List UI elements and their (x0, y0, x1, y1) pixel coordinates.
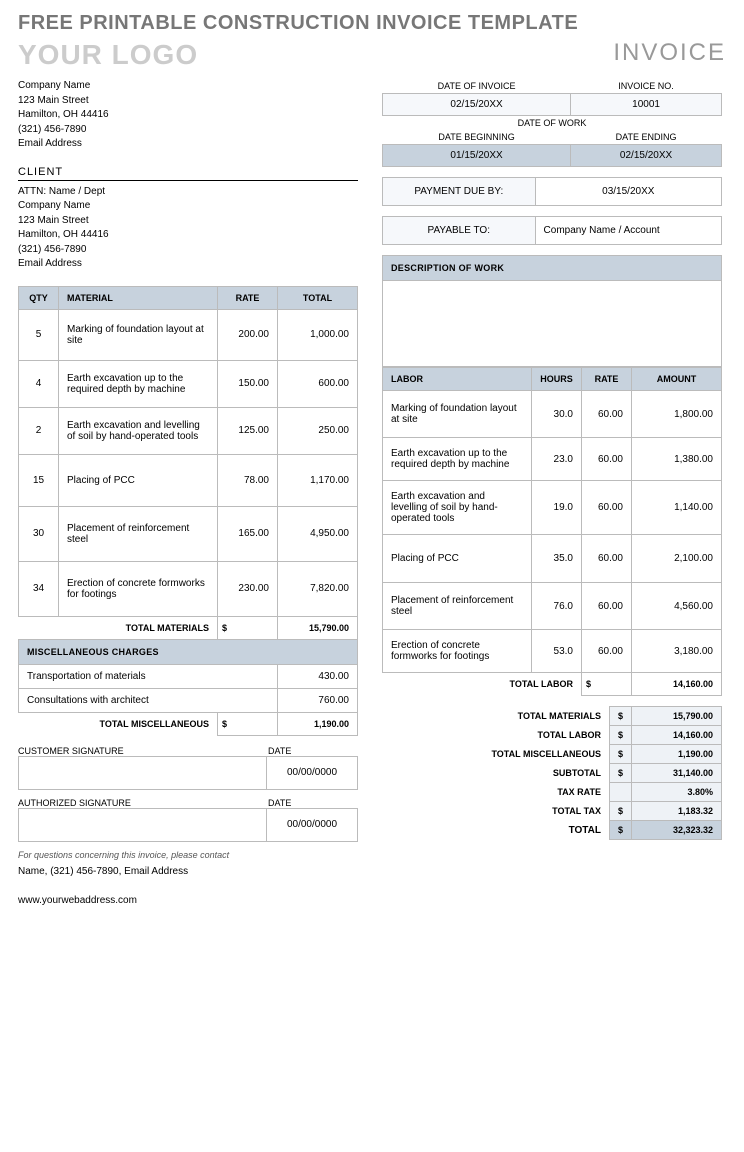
table-row: Marking of foundation layout at site30.0… (383, 391, 722, 438)
summary-row: TOTAL TAX$1,183.32 (382, 802, 722, 821)
date-beginning: 01/15/20XX (383, 145, 571, 167)
misc-header: MISCELLANEOUS CHARGES (19, 639, 358, 664)
authorized-date-field[interactable]: 00/00/0000 (267, 809, 357, 841)
table-row: 34Erection of concrete formworks for foo… (19, 561, 358, 616)
col-material: MATERIAL (59, 286, 218, 309)
authorized-sig-label: AUTHORIZED SIGNATURE (18, 798, 268, 808)
misc-total-row: TOTAL MISCELLANEOUS $ 1,190.00 (19, 712, 358, 735)
summary-total-row: TOTAL$32,323.32 (382, 821, 722, 840)
date-ending: 02/15/20XX (571, 145, 722, 167)
summary-row: TOTAL LABOR$14,160.00 (382, 726, 722, 745)
client-email: Email Address (18, 257, 358, 272)
invoice-info-table: DATE OF INVOICEINVOICE NO. 02/15/20XX100… (382, 79, 722, 167)
company-phone: (321) 456-7890 (18, 123, 358, 138)
client-block: ATTN: Name / Dept Company Name 123 Main … (18, 185, 358, 272)
company-citystate: Hamilton, OH 44416 (18, 108, 358, 123)
authorized-signature-block: AUTHORIZED SIGNATURE DATE 00/00/0000 (18, 798, 358, 842)
payment-due-table: PAYMENT DUE BY:03/15/20XX (382, 177, 722, 206)
client-citystate: Hamilton, OH 44416 (18, 228, 358, 243)
description-box[interactable] (382, 281, 722, 367)
col-qty: QTY (19, 286, 59, 309)
table-row: 5Marking of foundation layout at site200… (19, 309, 358, 360)
table-row: Erection of concrete formworks for footi… (383, 630, 722, 673)
company-street: 123 Main Street (18, 94, 358, 109)
company-block: Company Name 123 Main Street Hamilton, O… (18, 79, 358, 152)
date-label: DATE (268, 746, 358, 756)
company-email: Email Address (18, 137, 358, 152)
page-title: FREE PRINTABLE CONSTRUCTION INVOICE TEMP… (18, 12, 726, 35)
client-name: Company Name (18, 199, 358, 214)
description-header: DESCRIPTION OF WORK (382, 255, 722, 281)
col-rate: RATE (582, 368, 632, 391)
materials-total-row: TOTAL MATERIALS $ 15,790.00 (19, 616, 358, 639)
payment-due: 03/15/20XX (535, 178, 721, 206)
summary-table: TOTAL MATERIALS$15,790.00 TOTAL LABOR$14… (382, 706, 722, 840)
table-row: Earth excavation up to the required dept… (383, 438, 722, 481)
materials-table: QTY MATERIAL RATE TOTAL 5Marking of foun… (18, 286, 358, 736)
labor-table: LABOR HOURS RATE AMOUNT Marking of found… (382, 367, 722, 696)
summary-row: TAX RATE3.80% (382, 783, 722, 802)
table-row: 2Earth excavation and levelling of soil … (19, 407, 358, 454)
logo-placeholder: YOUR LOGO (18, 39, 198, 71)
footer-note: For questions concerning this invoice, p… (18, 850, 358, 860)
date-label: DATE (268, 798, 358, 808)
company-name: Company Name (18, 79, 358, 94)
payable-to-table: PAYABLE TO:Company Name / Account (382, 216, 722, 245)
date-of-invoice: 02/15/20XX (383, 94, 571, 116)
customer-signature-block: CUSTOMER SIGNATURE DATE 00/00/0000 (18, 746, 358, 790)
invoice-heading: INVOICE (613, 39, 726, 67)
col-rate: RATE (218, 286, 278, 309)
invoice-no: 10001 (571, 94, 722, 116)
col-amount: AMOUNT (632, 368, 722, 391)
website: www.yourwebaddress.com (18, 895, 358, 906)
table-row: 15Placing of PCC78.001,170.00 (19, 454, 358, 506)
client-street: 123 Main Street (18, 214, 358, 229)
table-row: 30Placement of reinforcement steel165.00… (19, 506, 358, 561)
payable-to: Company Name / Account (535, 217, 721, 245)
summary-row: TOTAL MATERIALS$15,790.00 (382, 707, 722, 726)
summary-row: SUBTOTAL$31,140.00 (382, 764, 722, 783)
client-attn: ATTN: Name / Dept (18, 185, 358, 200)
customer-sig-label: CUSTOMER SIGNATURE (18, 746, 268, 756)
table-row: Placement of reinforcement steel76.060.0… (383, 583, 722, 630)
customer-signature-field[interactable] (19, 757, 267, 789)
client-label: CLIENT (18, 166, 358, 181)
table-row: Earth excavation and levelling of soil b… (383, 481, 722, 535)
table-row: Consultations with architect760.00 (19, 688, 358, 712)
col-hours: HOURS (532, 368, 582, 391)
col-labor: LABOR (383, 368, 532, 391)
summary-row: TOTAL MISCELLANEOUS$1,190.00 (382, 745, 722, 764)
col-total: TOTAL (278, 286, 358, 309)
labor-total-row: TOTAL LABOR $ 14,160.00 (383, 673, 722, 696)
footer-contact: Name, (321) 456-7890, Email Address (18, 866, 358, 877)
table-row: Placing of PCC35.060.002,100.00 (383, 535, 722, 583)
customer-date-field[interactable]: 00/00/0000 (267, 757, 357, 789)
table-row: 4Earth excavation up to the required dep… (19, 360, 358, 407)
authorized-signature-field[interactable] (19, 809, 267, 841)
table-row: Transportation of materials430.00 (19, 664, 358, 688)
client-phone: (321) 456-7890 (18, 243, 358, 258)
